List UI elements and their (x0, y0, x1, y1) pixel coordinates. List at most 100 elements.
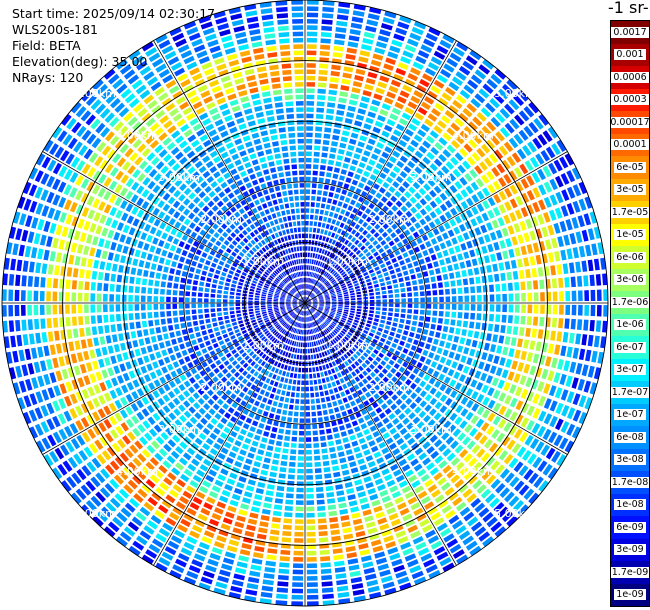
range-gate-cell (299, 316, 302, 322)
range-gate-cell (318, 537, 329, 543)
range-gate-cell (459, 337, 466, 345)
range-gate-cell (64, 395, 72, 407)
range-gate-cell (254, 303, 260, 306)
range-gate-cell (565, 219, 573, 231)
range-gate-cell (387, 546, 399, 555)
range-gate-cell (176, 478, 186, 488)
range-gate-cell (306, 113, 314, 119)
range-gate-cell (136, 209, 145, 218)
range-gate-cell (395, 474, 405, 483)
range-gate-cell (325, 485, 334, 492)
range-gate-cell (248, 300, 253, 303)
range-gate-cell (564, 153, 575, 166)
range-gate-cell (65, 381, 73, 392)
range-gate-cell (327, 198, 333, 204)
range-gate-cell (514, 349, 521, 359)
range-gate-cell (182, 490, 193, 500)
range-gate-cell (161, 349, 168, 357)
range-gate-cell (402, 513, 413, 522)
range-gate-cell (436, 235, 443, 243)
range-gate-cell (212, 322, 218, 327)
range-gate-cell (270, 316, 276, 320)
range-gate-cell (309, 329, 312, 335)
range-gate-cell (467, 516, 479, 527)
range-gate-cell (340, 85, 350, 91)
range-gate-cell (551, 143, 561, 156)
range-gate-cell (217, 248, 224, 255)
range-gate-cell (188, 564, 201, 574)
range-gate-cell (325, 307, 330, 310)
range-gate-cell (521, 192, 530, 204)
range-gate-cell (214, 507, 224, 515)
range-gate-cell (562, 263, 569, 274)
range-gate-cell (337, 277, 342, 282)
range-gate-cell (489, 365, 497, 375)
range-gate-cell (207, 398, 215, 406)
range-gate-cell (218, 408, 226, 415)
range-gate-cell (396, 345, 403, 352)
range-gate-cell (414, 376, 421, 384)
range-gate-cell (538, 199, 546, 211)
range-gate-cell (293, 305, 298, 309)
range-gate-cell (274, 293, 280, 296)
range-gate-cell (349, 28, 361, 36)
range-gate-cell (271, 337, 276, 343)
range-gate-cell (289, 326, 293, 332)
range-gate-cell (328, 211, 334, 218)
range-gate-cell (59, 383, 67, 395)
range-gate-cell (403, 370, 411, 377)
range-gate-cell (325, 237, 330, 243)
range-gate-cell (30, 247, 38, 259)
range-gate-cell (351, 87, 361, 94)
range-gate-cell (381, 290, 387, 295)
range-gate-cell (329, 288, 334, 292)
range-gate-cell (478, 236, 485, 245)
range-gate-cell (377, 341, 384, 347)
range-gate-cell (347, 319, 353, 324)
range-gate-cell (325, 114, 334, 121)
range-gate-cell (466, 197, 474, 207)
range-gate-cell (116, 243, 123, 253)
range-gate-cell (160, 288, 165, 295)
range-gate-cell (378, 187, 386, 194)
range-gate-cell (430, 511, 442, 521)
range-gate-cell (532, 280, 539, 290)
range-gate-cell (109, 314, 115, 323)
range-gate-cell (365, 455, 374, 462)
range-gate-cell (407, 303, 413, 308)
range-gate-cell (261, 311, 267, 315)
range-gate-cell (532, 408, 541, 419)
range-gate-cell (254, 295, 260, 298)
range-gate-cell (519, 269, 525, 279)
range-gate-cell (305, 399, 310, 404)
range-gate-cell (434, 455, 444, 464)
range-gate-cell (255, 539, 266, 546)
range-gate-cell (454, 382, 462, 391)
range-gate-cell (470, 415, 479, 425)
range-gate-cell (267, 364, 273, 371)
range-gate-cell (197, 388, 205, 396)
range-gate-cell (306, 44, 317, 49)
range-gate-cell (422, 524, 433, 533)
range-gate-cell (64, 354, 72, 366)
range-gate-cell (195, 331, 201, 338)
range-gate-cell (402, 417, 410, 425)
range-gate-cell (209, 333, 215, 339)
range-gate-cell (394, 308, 400, 313)
range-gate-cell (273, 361, 279, 367)
range-gate-cell (230, 430, 238, 438)
range-gate-cell (306, 310, 308, 316)
range-gate-cell (85, 234, 93, 244)
range-gate-cell (589, 274, 595, 287)
range-gate-cell (537, 133, 548, 146)
range-gate-cell (155, 327, 161, 334)
range-gate-cell (332, 262, 337, 268)
range-gate-cell (416, 84, 427, 93)
range-gate-cell (71, 316, 78, 326)
range-gate-cell (396, 209, 403, 217)
range-gate-cell (439, 356, 447, 364)
range-gate-cell (439, 557, 452, 567)
range-gate-cell (109, 283, 115, 292)
range-gate-cell (533, 292, 539, 302)
range-gate-cell (173, 345, 180, 352)
